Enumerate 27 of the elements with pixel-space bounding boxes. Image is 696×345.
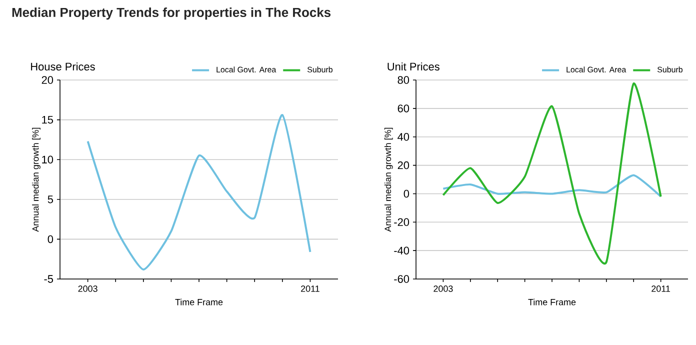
y-tick-label: 0 <box>48 235 54 244</box>
line-series <box>442 174 662 198</box>
x-tick-label: 2011 <box>652 286 670 292</box>
y-tick-label: 20 <box>42 76 54 84</box>
y-axis-title: Annual median growth [%] <box>384 128 393 232</box>
x-axis-title: Time Frame <box>175 298 223 306</box>
y-tick-label: 10 <box>42 156 54 164</box>
y-tick-label: -5 <box>44 275 54 283</box>
x-axis-title: Time Frame <box>528 298 576 306</box>
y-tick-label: 60 <box>398 104 410 112</box>
y-tick-label: 20 <box>398 161 410 170</box>
y-tick-label: 0 <box>404 190 410 198</box>
x-tick-label: 2011 <box>301 286 320 292</box>
y-tick-label: -20 <box>394 218 410 226</box>
y-tick-label: 15 <box>42 116 54 124</box>
y-tick-label: 80 <box>398 76 410 84</box>
y-tick-label: -60 <box>394 275 410 283</box>
line-series <box>86 114 312 270</box>
y-tick-label: 5 <box>48 196 54 204</box>
y-tick-label: -40 <box>394 246 410 254</box>
chart-subtitle: Unit Prices <box>388 62 440 71</box>
x-tick-label: 2003 <box>434 286 453 292</box>
x-tick-label: 2003 <box>78 286 98 292</box>
chart-title: Median Property Trends for properties in The Rocks <box>12 8 331 20</box>
y-tick-label: 40 <box>398 132 410 141</box>
y-axis-title: Annual median growth [%] <box>32 128 40 232</box>
chart-subtitle: House Prices <box>31 62 95 71</box>
